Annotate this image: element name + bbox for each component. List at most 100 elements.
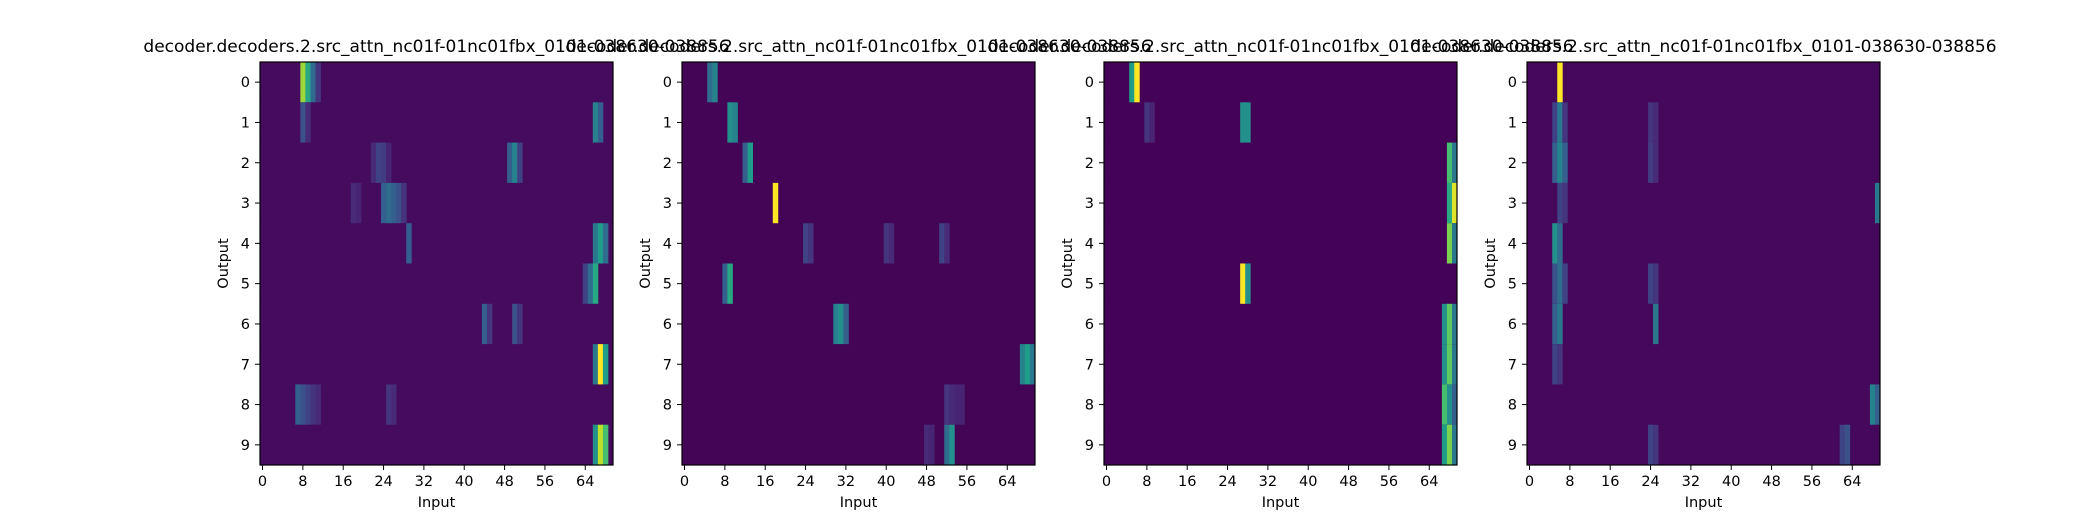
heatmap-row-background <box>682 142 1035 184</box>
heatmap-cell <box>954 384 960 425</box>
y-tick-label: 6 <box>241 317 250 333</box>
x-tick-label: 8 <box>1142 474 1151 490</box>
heatmap-cell <box>1869 384 1876 425</box>
heatmap-cell <box>1557 223 1563 264</box>
heatmap-row-background <box>1527 384 1880 426</box>
heatmap-row-background <box>1104 142 1457 184</box>
heatmap-panel-1: decoder.decoders.2.src_attn_nc01f-01nc01… <box>143 37 729 511</box>
heatmap-cell <box>1874 182 1881 224</box>
x-tick-label: 8 <box>1565 474 1574 490</box>
heatmap-cell <box>1648 142 1654 183</box>
heatmap-cell <box>1557 102 1563 143</box>
y-tick-label: 7 <box>1508 357 1517 373</box>
heatmap-cell <box>1648 102 1654 143</box>
x-tick-label: 64 <box>998 474 1016 490</box>
heatmap-cell <box>1653 263 1659 304</box>
heatmap-cell <box>1552 102 1558 143</box>
heatmap-cell <box>1441 344 1448 385</box>
heatmap-row-background <box>1104 182 1457 224</box>
heatmap-cell <box>1451 142 1458 183</box>
heatmap-cell <box>1129 62 1135 103</box>
heatmap-cell <box>1245 102 1251 143</box>
heatmap-cell <box>1839 424 1846 465</box>
heatmap-cell <box>507 142 513 183</box>
y-tick-label: 2 <box>1085 156 1094 172</box>
heatmap-cell <box>1446 182 1453 224</box>
heatmap-row-background <box>1527 182 1880 224</box>
heatmap-cell <box>1653 102 1659 143</box>
heatmap-cell <box>1557 62 1563 103</box>
heatmap-cell <box>355 182 362 224</box>
y-tick-label: 3 <box>1085 196 1094 212</box>
heatmap-cell <box>1557 263 1563 304</box>
heatmap-row-background <box>1527 424 1880 466</box>
heatmap-cell <box>1648 263 1654 304</box>
heatmap-cell <box>1557 303 1563 345</box>
heatmap-cell <box>1648 424 1654 465</box>
heatmap-cell <box>803 223 809 264</box>
heatmap-cell <box>315 384 321 425</box>
heatmap-cell <box>1552 263 1558 304</box>
x-tick-label: 56 <box>958 474 976 490</box>
heatmap-cell <box>727 102 733 143</box>
heatmap-cell <box>587 263 594 304</box>
y-tick-label: 8 <box>1085 398 1094 414</box>
heatmap-cell <box>732 102 738 143</box>
x-tick-label: 48 <box>1339 474 1357 490</box>
plot-frame <box>1103 61 1458 466</box>
y-tick-label: 1 <box>1508 115 1517 131</box>
heatmap-cell <box>924 424 930 465</box>
x-tick-label: 8 <box>720 474 729 490</box>
heatmap-cell <box>1149 102 1155 143</box>
panel-title: decoder.decoders.2.src_attn_nc01f-01nc01… <box>1410 37 1996 57</box>
heatmap-cell <box>707 62 713 103</box>
plot-frame <box>1526 61 1881 466</box>
y-tick-label: 6 <box>1508 317 1517 333</box>
y-axis-label: Output <box>638 238 654 289</box>
x-tick-label: 16 <box>756 474 774 490</box>
heatmap-row-background <box>1527 303 1880 345</box>
heatmap-cell <box>386 182 392 224</box>
y-tick-label: 3 <box>663 196 672 212</box>
heatmap-cell <box>1240 102 1246 143</box>
heatmap-cell <box>1446 384 1453 425</box>
y-tick-label: 8 <box>1508 398 1517 414</box>
heatmap-cell <box>1557 344 1563 385</box>
heatmap-cell <box>944 223 950 264</box>
x-tick-label: 56 <box>1380 474 1398 490</box>
x-tick-label: 0 <box>1525 474 1534 490</box>
y-tick-label: 0 <box>241 75 250 91</box>
y-tick-label: 8 <box>241 398 250 414</box>
heatmap-row-background <box>682 62 1035 103</box>
panel-title: decoder.decoders.2.src_attn_nc01f-01nc01… <box>987 37 1573 57</box>
heatmap-row-background <box>1104 424 1457 466</box>
x-tick-label: 48 <box>1762 474 1780 490</box>
heatmap-cell <box>1240 263 1246 304</box>
x-tick-label: 0 <box>680 474 689 490</box>
heatmap-cell <box>310 62 316 103</box>
heatmap-row-background <box>682 263 1035 305</box>
heatmap-cell <box>772 182 779 224</box>
x-tick-label: 64 <box>1843 474 1861 490</box>
heatmap-cell <box>712 62 718 103</box>
heatmap-panel-2: decoder.decoders.2.src_attn_nc01f-01nc01… <box>565 37 1151 511</box>
heatmap-cell <box>1144 102 1150 143</box>
heatmap-cell <box>602 344 609 385</box>
heatmap-cell <box>1446 223 1453 264</box>
heatmap-cell <box>1552 303 1558 345</box>
heatmap-cell <box>1451 182 1458 224</box>
heatmap-cell <box>1451 223 1458 264</box>
heatmap-row-background <box>1527 223 1880 264</box>
y-tick-label: 6 <box>1085 317 1094 333</box>
y-tick-label: 5 <box>1508 277 1517 293</box>
x-axis-label: Input <box>840 495 878 511</box>
heatmap-cell <box>597 102 604 143</box>
y-tick-label: 7 <box>241 357 250 373</box>
y-tick-label: 5 <box>663 277 672 293</box>
heatmap-row-background <box>260 344 613 385</box>
heatmap-row-background <box>1104 344 1457 385</box>
heatmap-cell <box>1029 344 1036 385</box>
heatmap-cell <box>391 384 397 425</box>
x-tick-label: 56 <box>536 474 554 490</box>
